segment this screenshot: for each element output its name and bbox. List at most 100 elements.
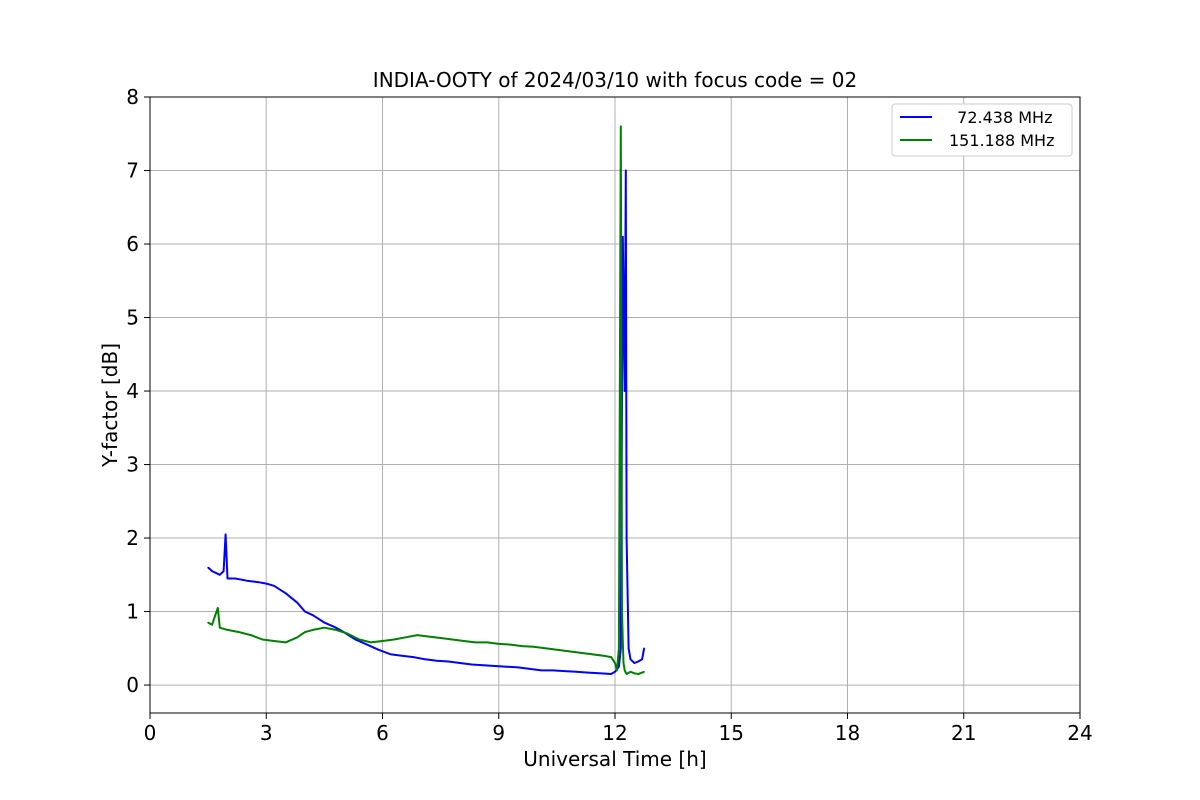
data-point-series-1 bbox=[246, 579, 248, 582]
data-point-series-2 bbox=[637, 673, 640, 675]
data-point-series-2 bbox=[579, 651, 581, 654]
data-point-series-2 bbox=[358, 638, 361, 641]
data-point-series-1 bbox=[304, 610, 306, 613]
data-point-series-1 bbox=[389, 653, 392, 655]
data-point-series-2 bbox=[618, 647, 620, 650]
data-point-series-1 bbox=[447, 660, 450, 663]
data-point-series-2 bbox=[346, 632, 349, 635]
x-tick-label: 3 bbox=[260, 721, 273, 745]
data-point-series-1 bbox=[323, 621, 326, 624]
series-group bbox=[207, 125, 646, 675]
data-point-series-1 bbox=[529, 668, 531, 670]
data-point-series-2 bbox=[370, 641, 372, 644]
data-point-series-2 bbox=[614, 662, 616, 664]
data-point-series-1 bbox=[219, 574, 221, 576]
legend: 72.438 MHz 151.188 MHz bbox=[891, 103, 1073, 157]
data-point-series-2 bbox=[439, 637, 442, 639]
data-point-series-1 bbox=[459, 662, 461, 664]
data-point-series-1 bbox=[629, 658, 632, 661]
y-tick-label: 8 bbox=[126, 85, 139, 109]
x-tick-label: 9 bbox=[492, 721, 505, 745]
data-point-series-2 bbox=[323, 626, 326, 629]
data-point-series-2 bbox=[486, 641, 488, 644]
data-point-series-2 bbox=[591, 653, 593, 655]
data-point-series-1 bbox=[312, 614, 314, 616]
data-point-series-1 bbox=[482, 664, 485, 666]
data-point-series-2 bbox=[416, 634, 419, 636]
x-tick-label: 6 bbox=[376, 721, 389, 745]
data-point-series-2 bbox=[381, 640, 384, 642]
y-tick-label: 3 bbox=[126, 453, 139, 477]
data-point-series-2 bbox=[544, 647, 547, 650]
data-point-series-2 bbox=[304, 631, 306, 633]
data-point-series-1 bbox=[641, 658, 643, 661]
grid bbox=[149, 96, 1081, 713]
data-point-series-1 bbox=[643, 647, 645, 650]
x-tick-label: 24 bbox=[1067, 721, 1092, 745]
data-point-series-2 bbox=[602, 654, 605, 657]
data-point-series-1 bbox=[610, 673, 612, 675]
data-point-series-2 bbox=[312, 629, 314, 631]
data-point-series-1 bbox=[284, 592, 287, 594]
y-tick-label: 7 bbox=[126, 159, 139, 183]
data-point-series-1 bbox=[620, 647, 622, 650]
data-point-series-1 bbox=[257, 581, 260, 583]
data-point-series-1 bbox=[265, 582, 268, 585]
y-tick-label: 4 bbox=[126, 379, 139, 403]
data-point-series-1 bbox=[587, 671, 589, 674]
data-point-series-2 bbox=[625, 673, 628, 675]
data-point-series-2 bbox=[620, 125, 622, 128]
data-point-series-2 bbox=[521, 645, 523, 647]
data-point-series-2 bbox=[393, 638, 395, 641]
x-axis-label: Universal Time [h] bbox=[523, 747, 706, 771]
data-point-series-2 bbox=[629, 671, 632, 673]
data-point-series-2 bbox=[567, 650, 570, 653]
data-point-series-1 bbox=[494, 665, 496, 667]
data-point-series-1 bbox=[625, 169, 627, 172]
y-tick-label: 6 bbox=[126, 232, 139, 256]
data-point-series-1 bbox=[470, 663, 473, 666]
chart-title: INDIA-OOTY of 2024/03/10 with focus code… bbox=[373, 68, 857, 92]
data-point-series-1 bbox=[637, 660, 640, 663]
data-point-series-1 bbox=[618, 665, 620, 668]
data-point-series-1 bbox=[505, 665, 508, 668]
y-tick-label: 0 bbox=[126, 673, 139, 697]
legend-label-series-1: 72.438 MHz bbox=[947, 108, 1052, 127]
data-point-series-2 bbox=[623, 669, 626, 672]
data-point-series-1 bbox=[366, 643, 368, 646]
x-tick-label: 12 bbox=[602, 721, 627, 745]
x-tick-label: 15 bbox=[719, 721, 744, 745]
data-point-series-1 bbox=[296, 601, 299, 604]
y-tick-label: 1 bbox=[126, 600, 139, 624]
data-point-series-1 bbox=[552, 669, 554, 672]
data-point-series-1 bbox=[211, 570, 213, 572]
data-point-series-2 bbox=[284, 641, 287, 644]
legend-box bbox=[891, 103, 1073, 157]
data-point-series-1 bbox=[354, 638, 357, 641]
data-point-series-2 bbox=[610, 656, 612, 658]
data-point-series-2 bbox=[273, 640, 275, 642]
data-point-series-2 bbox=[250, 634, 252, 636]
data-point-series-2 bbox=[463, 640, 465, 642]
data-point-series-2 bbox=[509, 643, 512, 646]
data-point-series-2 bbox=[207, 621, 209, 624]
data-point-series-1 bbox=[622, 235, 624, 238]
data-point-series-1 bbox=[222, 570, 225, 572]
data-point-series-1 bbox=[377, 649, 380, 651]
x-tick-label: 21 bbox=[951, 721, 976, 745]
data-point-series-2 bbox=[211, 624, 213, 626]
data-point-series-1 bbox=[412, 656, 415, 658]
data-point-series-1 bbox=[633, 662, 636, 664]
data-point-series-2 bbox=[261, 638, 264, 641]
legend-label-series-2: 151.188 MHz bbox=[949, 131, 1054, 150]
data-point-series-2 bbox=[335, 629, 337, 631]
data-point-series-2 bbox=[428, 635, 430, 638]
data-point-series-1 bbox=[273, 585, 275, 587]
data-point-series-2 bbox=[219, 626, 221, 629]
x-tick-label: 18 bbox=[835, 721, 860, 745]
data-point-series-2 bbox=[643, 671, 645, 673]
data-point-series-1 bbox=[436, 660, 438, 662]
data-point-series-2 bbox=[226, 629, 229, 631]
data-point-series-1 bbox=[575, 671, 578, 673]
